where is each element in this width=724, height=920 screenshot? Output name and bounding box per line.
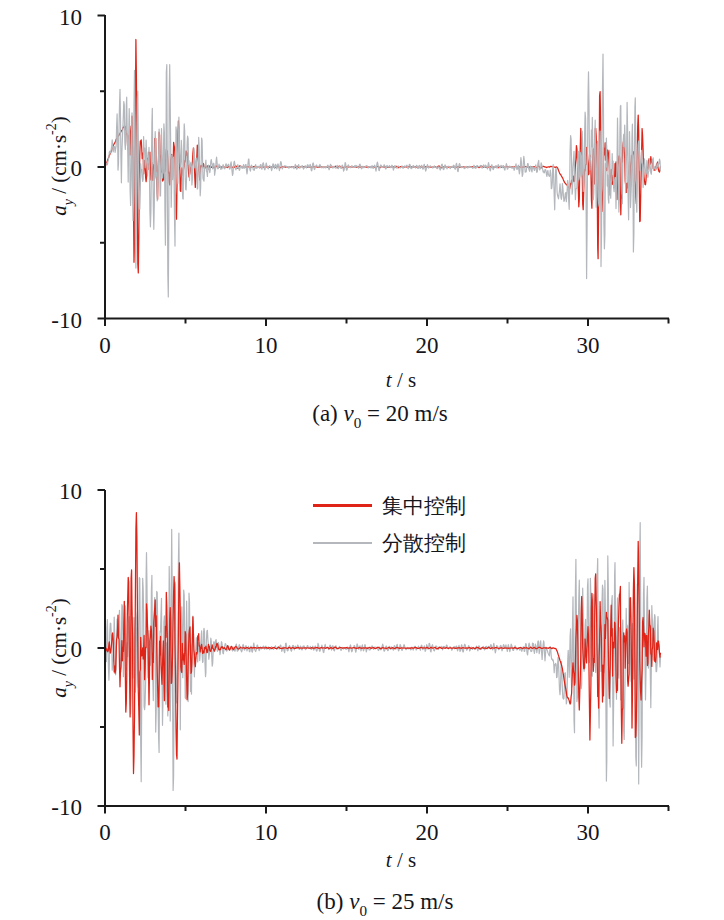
y-tick-label: -10 bbox=[51, 308, 82, 333]
legend-label-distributed: 分散控制 bbox=[382, 529, 466, 557]
x-tick-label: 30 bbox=[577, 333, 600, 358]
x-tick-label: 20 bbox=[416, 820, 439, 845]
y-axis-label-b: ay / (cm·s-2) bbox=[39, 518, 65, 778]
legend: 集中控制 分散控制 bbox=[313, 487, 466, 561]
x-tick-label: 0 bbox=[99, 820, 111, 845]
legend-label-centralized: 集中控制 bbox=[382, 492, 466, 520]
legend-line-distributed bbox=[313, 542, 372, 544]
y-axis-label-a: ay / (cm·s-2) bbox=[39, 36, 65, 296]
x-tick-label: 10 bbox=[255, 333, 278, 358]
y-tick-label: 0 bbox=[71, 156, 83, 181]
x-tick-label: 20 bbox=[416, 333, 439, 358]
caption-b: (b) v0 = 25 m/s bbox=[235, 888, 535, 916]
legend-item-centralized: 集中控制 bbox=[313, 487, 466, 524]
y-tick-label: 0 bbox=[71, 637, 83, 662]
legend-line-centralized bbox=[313, 504, 372, 507]
caption-a: (a) v0 = 20 m/s bbox=[230, 400, 530, 428]
x-tick-label: 10 bbox=[255, 820, 278, 845]
x-axis-label-b: t / s bbox=[321, 847, 481, 873]
x-tick-label: 30 bbox=[577, 820, 600, 845]
x-axis-label-a: t / s bbox=[321, 367, 481, 393]
legend-item-distributed: 分散控制 bbox=[313, 524, 466, 561]
x-tick-label: 0 bbox=[99, 333, 111, 358]
y-tick-label: 10 bbox=[59, 479, 82, 504]
y-tick-label: -10 bbox=[51, 795, 82, 820]
y-tick-label: 10 bbox=[59, 5, 82, 30]
figure: 10 0 -10 0 10 20 30 10 0 -10 0 10 20 30 ay / (cm·s-2… bbox=[0, 0, 724, 920]
